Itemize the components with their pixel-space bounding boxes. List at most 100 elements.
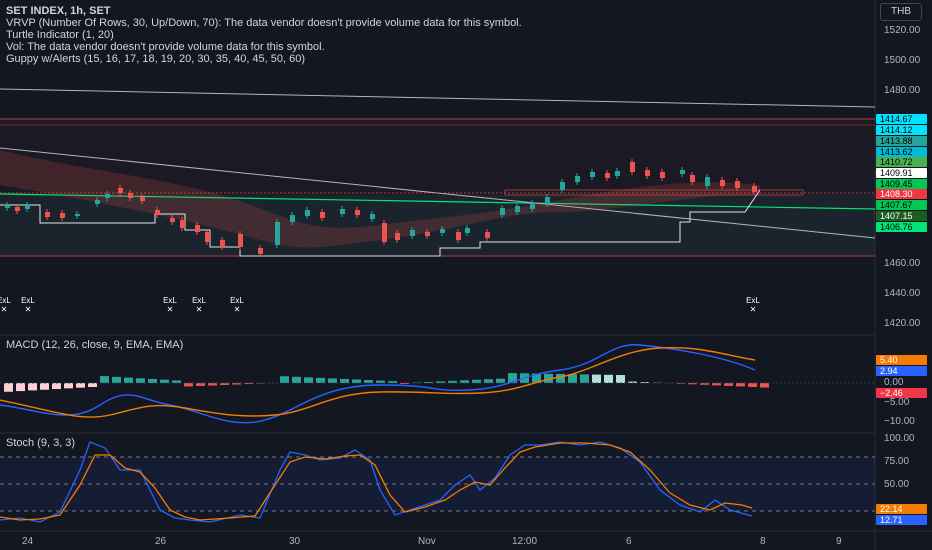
price-label: 1480.00	[884, 85, 921, 96]
candle	[275, 222, 280, 245]
candle	[5, 205, 10, 208]
macd-signal-tag: 5.40	[876, 355, 927, 365]
macd-bar	[460, 380, 469, 383]
candle	[515, 206, 520, 212]
macd-bar	[712, 383, 721, 386]
candle	[605, 173, 610, 178]
candle	[590, 172, 595, 177]
stoch-legend[interactable]: Stoch (9, 3, 3)	[6, 437, 76, 449]
volume-legend[interactable]: Vol: The data vendor doesn't provide vol…	[6, 41, 325, 53]
macd-bar	[196, 383, 205, 386]
candle	[660, 172, 665, 178]
price-tag: 1406.76	[876, 222, 927, 232]
stoch-k-tag: 12.71	[876, 515, 927, 525]
price-tag: 1413.62	[876, 147, 927, 157]
guppy-ribbon	[0, 150, 760, 248]
legend: SET INDEX, 1h, SET VRVP (Number Of Rows,…	[6, 5, 522, 65]
turtle-legend[interactable]: Turtle Indicator (1, 20)	[6, 29, 114, 41]
macd-bar	[436, 381, 445, 383]
macd-bar	[64, 383, 73, 389]
macd-bar	[292, 376, 301, 383]
candle	[320, 212, 325, 218]
macd-bar	[424, 381, 433, 383]
currency-button[interactable]: THB	[880, 3, 922, 21]
price-tag: 1414.12	[876, 125, 927, 135]
price-label: 1420.00	[884, 318, 921, 329]
macd-bar	[340, 378, 349, 383]
candle	[560, 182, 565, 190]
macd-bar	[472, 379, 481, 383]
macd-bar	[556, 373, 565, 383]
vrvp-legend[interactable]: VRVP (Number Of Rows, 30, Up/Down, 70): …	[6, 17, 522, 29]
time-label: 9	[836, 536, 842, 547]
macd-legend[interactable]: MACD (12, 26, close, 9, EMA, EMA)	[6, 339, 184, 351]
macd-bar	[484, 379, 493, 383]
candle	[95, 200, 100, 204]
macd-bar	[16, 383, 25, 392]
time-label: Nov	[418, 536, 436, 547]
time-label: 30	[289, 536, 301, 547]
price-tag: 1413.88	[876, 136, 927, 146]
candle	[25, 205, 30, 209]
candle	[395, 233, 400, 240]
candle	[720, 180, 725, 186]
macd-axis-label: −10.00	[884, 416, 915, 427]
green-zone	[0, 195, 875, 255]
trend-line-top	[0, 88, 876, 108]
price-label: 1440.00	[884, 288, 921, 299]
candle	[258, 248, 263, 254]
price-label: 1520.00	[884, 25, 921, 36]
price-tag: 1409.91	[876, 168, 927, 178]
macd-bar	[532, 373, 541, 383]
candle	[370, 214, 375, 219]
price-tag: 1407.67	[876, 200, 927, 210]
exit-long-marker: ExL✕	[21, 296, 35, 314]
candle	[530, 203, 535, 209]
candle	[645, 170, 650, 176]
trend-line	[0, 193, 876, 210]
candle	[615, 171, 620, 176]
candle	[180, 220, 185, 228]
candle	[545, 197, 550, 204]
band	[0, 119, 875, 256]
candle	[305, 210, 310, 216]
macd-bar	[592, 374, 601, 383]
macd-bar	[88, 383, 97, 387]
exit-long-marker: ExL✕	[746, 296, 760, 314]
macd-bar	[316, 377, 325, 383]
candle	[500, 208, 505, 215]
macd-bar	[280, 376, 289, 383]
candle	[382, 223, 387, 242]
stoch-axis-label: 75.00	[884, 456, 910, 467]
macd-bar	[568, 374, 577, 383]
stoch-axis-label: 50.00	[884, 479, 910, 490]
candle	[690, 175, 695, 182]
candle	[410, 230, 415, 236]
symbol-title[interactable]: SET INDEX, 1h, SET	[6, 5, 111, 17]
candle	[220, 240, 225, 247]
macd-bar	[364, 380, 373, 383]
macd-bar	[688, 383, 697, 385]
guppy-legend[interactable]: Guppy w/Alerts (15, 16, 17, 18, 19, 20, …	[6, 53, 306, 65]
macd-bar	[580, 374, 589, 383]
macd-bar	[544, 373, 553, 383]
exit-long-marker: ExL✕	[0, 296, 11, 314]
candle	[705, 177, 710, 186]
exit-long-marker: ExL✕	[192, 296, 206, 314]
candle	[60, 213, 65, 218]
macd-bar	[496, 378, 505, 383]
candle	[105, 194, 110, 198]
macd-axis-label: 0.00	[884, 377, 904, 388]
macd-bar	[736, 383, 745, 387]
candle	[128, 193, 133, 198]
macd-bar	[40, 383, 49, 390]
price-label: 1500.00	[884, 55, 921, 66]
macd-bar	[28, 383, 37, 391]
candle	[440, 229, 445, 233]
candle	[752, 186, 757, 192]
candle	[485, 232, 490, 238]
macd-bar	[628, 381, 637, 383]
candle	[155, 210, 160, 215]
time-label: 8	[760, 536, 766, 547]
